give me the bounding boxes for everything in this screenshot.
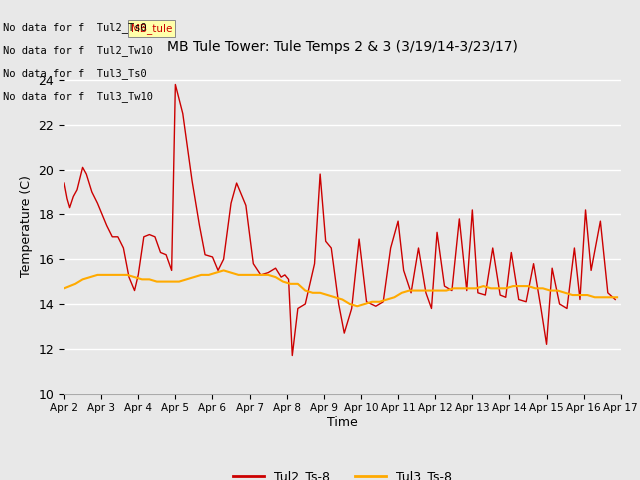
Tul3_Ts-8 <box>60 286 68 291</box>
Tul3_Ts-8 <box>220 267 227 273</box>
Tul2_Ts-8 <box>145 232 153 238</box>
Line: Tul2_Ts-8: Tul2_Ts-8 <box>64 84 615 356</box>
Tul3_Ts-8 <box>257 272 264 278</box>
X-axis label: Time: Time <box>327 416 358 429</box>
Tul3_Ts-8 <box>361 301 369 307</box>
Text: No data for f  Tul2_Ts0: No data for f Tul2_Ts0 <box>3 22 147 33</box>
Tul2_Ts-8 <box>172 82 179 87</box>
Tul2_Ts-8 <box>97 209 105 215</box>
Legend: Tul2_Ts-8, Tul3_Ts-8: Tul2_Ts-8, Tul3_Ts-8 <box>228 465 457 480</box>
Tul2_Ts-8 <box>60 180 68 186</box>
Line: Tul3_Ts-8: Tul3_Ts-8 <box>64 270 617 306</box>
Text: No data for f  Tul3_Tw10: No data for f Tul3_Tw10 <box>3 91 153 102</box>
Title: MB Tule Tower: Tule Temps 2 & 3 (3/19/14-3/23/17): MB Tule Tower: Tule Temps 2 & 3 (3/19/14… <box>167 40 518 54</box>
Tul3_Ts-8 <box>428 288 435 293</box>
Tul2_Ts-8 <box>328 245 335 251</box>
Y-axis label: Temperature (C): Temperature (C) <box>20 175 33 276</box>
Tul2_Ts-8 <box>556 301 563 307</box>
Tul2_Ts-8 <box>257 272 264 278</box>
Tul3_Ts-8 <box>516 283 524 289</box>
Tul2_Ts-8 <box>108 234 116 240</box>
Text: MB_tule: MB_tule <box>131 23 172 34</box>
Tul3_Ts-8 <box>613 294 621 300</box>
Tul2_Ts-8 <box>611 297 619 302</box>
Tul2_Ts-8 <box>289 353 296 359</box>
Tul3_Ts-8 <box>108 272 116 278</box>
Text: No data for f  Tul2_Tw10: No data for f Tul2_Tw10 <box>3 45 153 56</box>
Tul3_Ts-8 <box>442 288 450 293</box>
Text: No data for f  Tul3_Ts0: No data for f Tul3_Ts0 <box>3 68 147 79</box>
Tul3_Ts-8 <box>353 303 361 309</box>
